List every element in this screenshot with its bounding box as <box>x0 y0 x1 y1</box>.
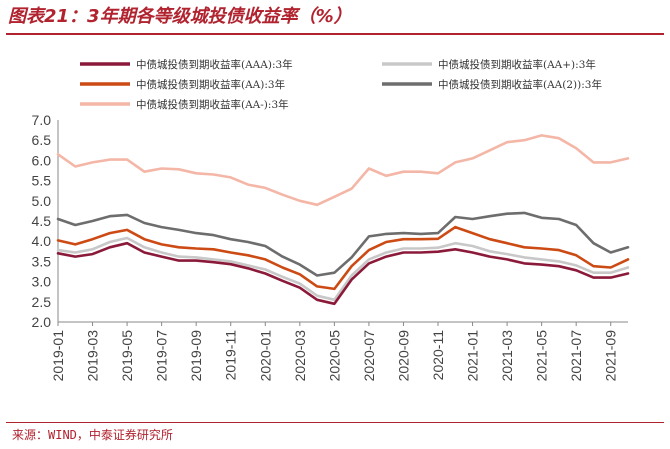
x-tick-label: 2019-01 <box>50 330 66 382</box>
x-tick-label: 2019-07 <box>154 330 170 382</box>
y-tick-label: 4.0 <box>32 233 52 249</box>
y-tick-label: 4.5 <box>32 213 52 229</box>
series-line <box>56 236 630 302</box>
x-tick-label: 2020-03 <box>292 330 308 382</box>
y-tick-label: 3.0 <box>32 274 52 290</box>
chart-legend: 中债城投债到期收益率(AAA):3年 中债城投债到期收益率(AA+):3年中债城投… <box>80 58 602 111</box>
title-rule <box>6 33 664 35</box>
legend-label: 中债城投债到期收益率(AA-):3年 <box>136 98 289 111</box>
x-tick-label: 2019-05 <box>119 330 135 382</box>
y-tick-label: 2.5 <box>32 294 52 310</box>
legend-label: 中债城投债到期收益率(AA+):3年 <box>438 58 596 71</box>
legend-label: 中债城投债到期收益率(AA):3年 <box>136 78 285 91</box>
chart-axes: 7.0 6.5 6.0 5.5 5.0 4.5 4.0 3.5 3.0 2.5 2.02019-01… <box>32 112 628 381</box>
x-tick-label: 2020-09 <box>395 330 411 382</box>
y-tick-label: 5.0 <box>32 193 52 209</box>
legend-label: 中债城投债到期收益率(AAA):3年 <box>136 58 293 71</box>
x-tick-label: 2020-01 <box>257 330 273 382</box>
x-tick-label: 2019-03 <box>85 330 101 382</box>
x-tick-label: 2020-07 <box>361 330 377 382</box>
series-line <box>56 211 630 277</box>
source-note: 来源：WIND，中泰证券研究所 <box>12 428 173 442</box>
x-tick-label: 2020-11 <box>430 330 446 381</box>
y-tick-label: 6.0 <box>32 152 52 168</box>
series-line <box>56 241 630 306</box>
y-tick-label: 6.5 <box>32 132 52 148</box>
x-tick-label: 2021-09 <box>603 330 619 382</box>
y-tick-label: 7.0 <box>32 112 52 128</box>
series-line <box>56 134 630 207</box>
chart-series <box>56 134 630 306</box>
x-tick-label: 2019-11 <box>223 330 239 381</box>
legend-label: 中债城投债到期收益率(AA(2)):3年 <box>438 78 602 91</box>
series-line <box>56 225 630 291</box>
y-tick-label: 3.5 <box>32 253 52 269</box>
x-tick-label: 2021-07 <box>568 330 584 382</box>
figure-title: 图表21：3年期各等级城投债收益率（%） <box>8 6 352 27</box>
x-tick-label: 2021-05 <box>534 330 550 382</box>
source-rule <box>6 422 664 423</box>
y-tick-label: 5.5 <box>32 173 52 189</box>
x-tick-label: 2019-09 <box>188 330 204 382</box>
x-tick-label: 2020-05 <box>326 330 342 382</box>
y-tick-label: 2.0 <box>32 314 52 330</box>
x-tick-label: 2021-03 <box>499 330 515 382</box>
x-tick-label: 2021-01 <box>465 330 481 382</box>
